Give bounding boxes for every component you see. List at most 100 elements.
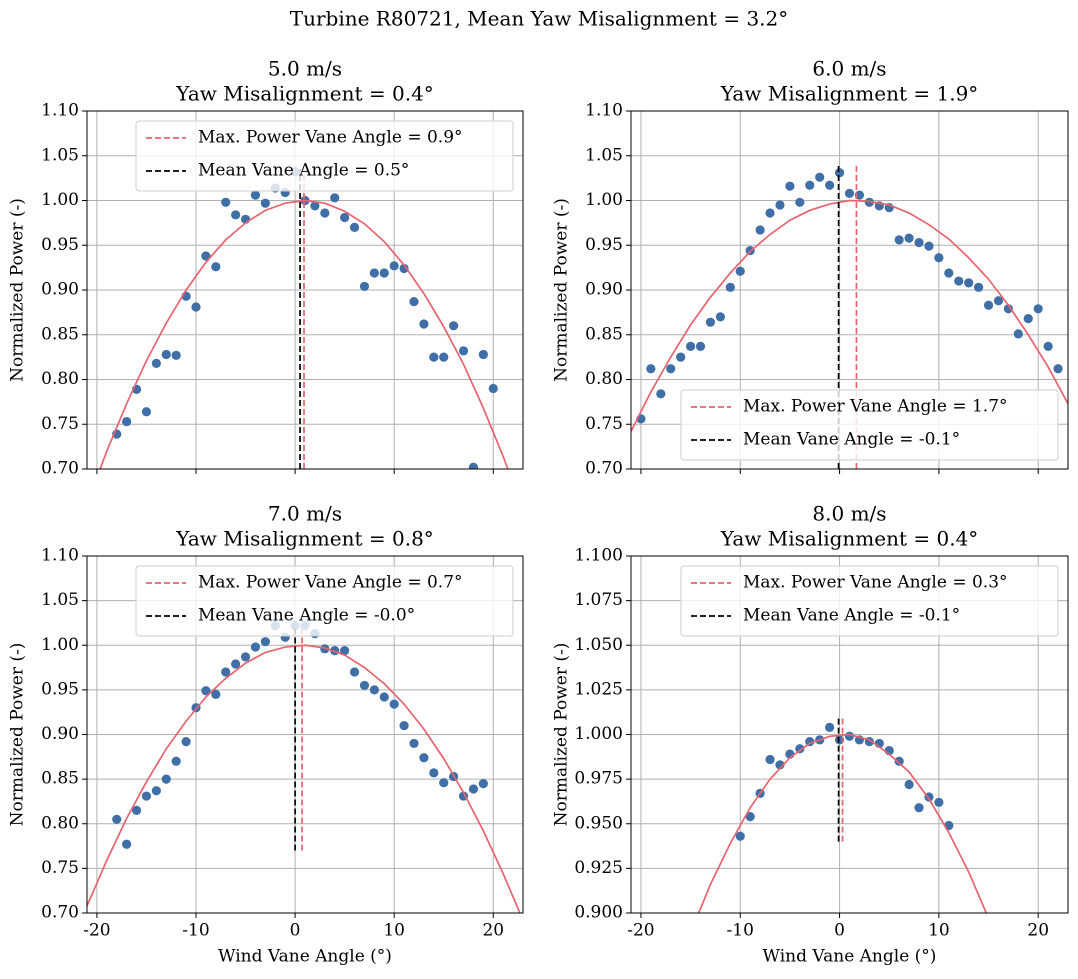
point [349,222,360,232]
y-tick-label: 0.900 [574,903,623,923]
point [983,300,994,310]
point [795,744,805,754]
point [250,190,261,200]
y-tick-label: 0.950 [574,813,623,833]
subplot-subtitle: Yaw Misalignment = 0.8° [175,527,434,551]
point [112,814,122,824]
point [1003,304,1014,314]
y-tick-label: 1.10 [41,101,79,121]
point [389,261,399,271]
point [1053,364,1063,374]
point [369,685,379,695]
point [389,699,399,709]
axes-frame [86,110,524,470]
point [993,296,1004,306]
subplot-title: 7.0 m/s [268,502,342,526]
subplot-subtitle: Yaw Misalignment = 0.4° [175,82,434,106]
point [666,364,676,374]
y-tick-label: 0.70 [41,459,79,479]
point [735,831,745,841]
point [409,297,419,307]
point [141,791,152,801]
y-tick-label: 1.05 [41,145,79,165]
y-tick-label: 0.80 [585,369,623,389]
point [894,756,904,766]
subplot-title: 5.0 m/s [268,57,342,81]
legend: Max. Power Vane Angle = 1.7° Mean Vane An… [680,389,1059,461]
y-tick-label: 1.05 [41,590,79,610]
legend-box [135,120,514,192]
point [221,667,231,677]
fit-curve [87,644,521,913]
y-tick-label: 0.90 [41,724,79,744]
x-tick-label: 0 [290,921,301,941]
point [676,352,686,362]
point [735,266,745,276]
point [964,278,974,288]
y-tick-label: 0.85 [41,769,79,789]
y-tick-label: 0.75 [41,858,79,878]
point [1013,329,1023,339]
fit-curve [99,199,509,469]
point [141,407,152,417]
y-axis-label: Normalized Power (-) [8,643,28,827]
point [924,241,934,251]
point [340,646,350,656]
point [458,346,469,356]
y-tick-label: 1.00 [585,190,623,210]
point [419,319,429,329]
x-tick-label: -20 [83,921,110,941]
figure-title: Turbine R80721, Mean Yaw Misalignment = … [290,7,789,31]
point [349,667,360,677]
point [775,200,785,210]
y-tick-label: 1.10 [585,101,623,121]
plot-area [697,716,988,913]
point [825,180,835,190]
y-tick-label: 0.925 [574,858,623,878]
x-axis-label: Wind Vane Angle (°) [218,947,392,967]
point [685,341,696,351]
point [715,312,725,322]
point [725,282,735,292]
point [934,253,944,263]
point [1043,341,1053,351]
y-tick-label: 0.95 [585,235,623,255]
point [419,753,429,763]
fit-curve [697,733,988,913]
y-axis-label: Normalized Power (-) [552,198,572,382]
point [468,784,479,794]
point [221,197,231,207]
x-tick-label: 0 [834,921,845,941]
point [795,197,805,207]
x-axis-label: Wind Vane Angle (°) [763,947,937,967]
point [250,642,261,652]
point [904,233,914,243]
y-axis-label: Normalized Power (-) [8,198,28,382]
y-tick-label: 0.75 [585,414,623,434]
point [904,779,914,790]
subplot-title: 6.0 m/s [812,57,886,81]
point [449,321,459,331]
legend: Max. Power Vane Angle = 0.9° Mean Vane An… [135,120,514,192]
point [765,208,775,218]
point [944,268,954,278]
point [705,317,716,327]
y-tick-label: 1.000 [574,724,623,744]
point [656,389,666,399]
subplot-title: 8.0 m/s [812,502,886,526]
y-tick-label: 1.025 [574,679,623,699]
point [825,722,835,732]
legend-label: Mean Vane Angle = -0.1° [743,606,960,626]
legend-box [135,565,514,637]
point [379,692,389,702]
point [171,350,181,360]
point [805,180,815,190]
point [399,720,409,731]
point [974,282,984,292]
axes-frame [86,555,524,914]
point [161,774,171,784]
legend-label: Max. Power Vane Angle = 0.9° [198,128,463,148]
y-tick-label: 1.00 [41,190,79,210]
